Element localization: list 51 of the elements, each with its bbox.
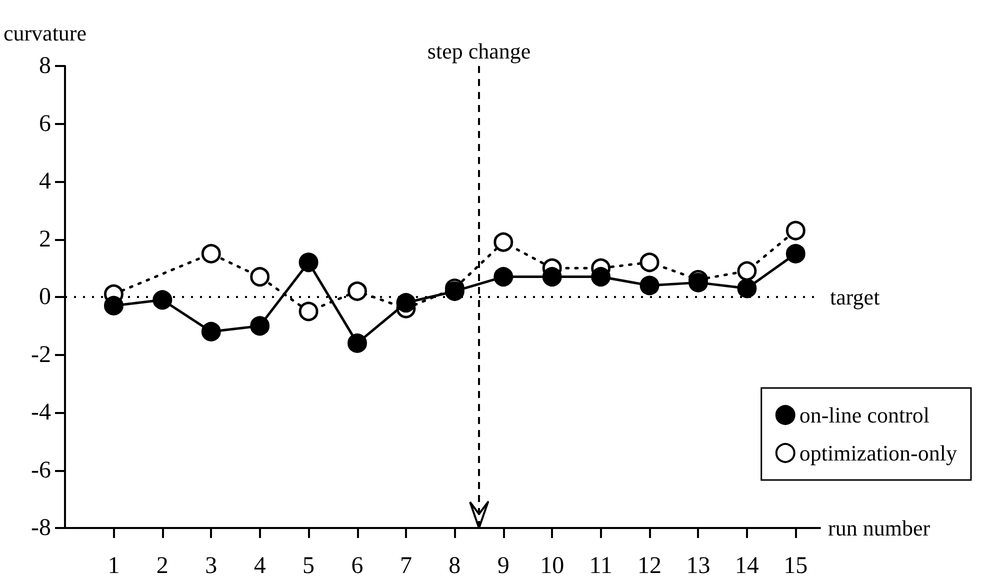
x-tick-label: 6 [351, 553, 364, 579]
ref-line-label: target [830, 284, 880, 310]
point [298, 302, 318, 322]
y-tick-label: -6 [31, 457, 51, 484]
point [591, 267, 611, 287]
point [348, 333, 368, 353]
point [737, 278, 757, 298]
y-tick-label: 8 [39, 53, 51, 79]
y-axis-title: curvature [3, 20, 87, 46]
x-tick-label: 14 [734, 553, 759, 579]
x-tick-label: 15 [784, 553, 808, 579]
y-tick-label: -2 [31, 342, 51, 368]
x-tick-label: 11 [589, 553, 612, 579]
point [494, 267, 514, 287]
ref-line-label: step change [427, 38, 531, 64]
x-axis-title: run number [828, 516, 931, 540]
x-tick-label: 9 [497, 553, 510, 579]
point [152, 290, 172, 310]
point [298, 252, 318, 272]
point [737, 261, 757, 281]
y-tick-label: 2 [39, 226, 51, 252]
x-tick-label: 2 [156, 553, 168, 579]
point [104, 296, 124, 316]
legend-label: optimization-only [799, 440, 958, 466]
x-tick-label: 13 [686, 553, 710, 579]
point [250, 267, 270, 287]
point [396, 293, 416, 313]
x-tick-label: 3 [205, 553, 218, 579]
legend-label: on-line control [799, 402, 930, 428]
x-tick-label: 4 [254, 553, 266, 579]
y-tick-label: 4 [39, 168, 51, 194]
y-tick-label: -4 [31, 400, 51, 426]
point [201, 244, 221, 264]
y-tick-label: 0 [39, 284, 51, 310]
x-tick-label: 7 [400, 553, 412, 579]
point [250, 316, 270, 336]
point [786, 244, 806, 264]
x-tick-label: 1 [108, 553, 120, 579]
x-tick-label: 12 [638, 553, 662, 579]
point [640, 252, 660, 272]
point [786, 220, 806, 240]
point [494, 232, 514, 252]
point [542, 267, 562, 287]
point [348, 281, 368, 301]
point [640, 276, 660, 296]
x-tick-label: 8 [448, 553, 461, 579]
point [201, 322, 221, 342]
x-tick-label: 5 [302, 553, 315, 579]
x-tick-label: 10 [540, 553, 564, 579]
y-tick-label: -8 [31, 515, 51, 541]
y-tick-label: 6 [39, 110, 51, 137]
